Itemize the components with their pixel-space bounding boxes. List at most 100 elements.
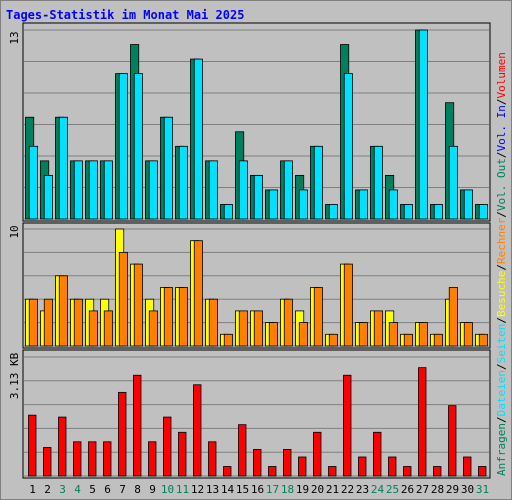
bar-dateien-day-26 xyxy=(403,204,413,220)
x-tick-label-day-26: 26 xyxy=(401,483,414,496)
bar-dateien-day-7 xyxy=(118,73,128,220)
visits-y-max-label: 10 xyxy=(8,225,21,238)
bar-dateien-day-18 xyxy=(283,160,293,220)
bar-volumen-day-2 xyxy=(43,447,52,477)
chart-title: Tages-Statistik im Monat Mai 2025 xyxy=(6,8,244,22)
x-tick-label-day-15: 15 xyxy=(236,483,249,496)
x-tick-label-day-8: 8 xyxy=(134,483,141,496)
x-tick-label-day-22: 22 xyxy=(341,483,354,496)
x-tick-label-day-18: 18 xyxy=(281,483,294,496)
x-tick-label-day-20: 20 xyxy=(311,483,324,496)
bar-rechner-day-11 xyxy=(178,287,188,347)
bar-volumen-day-20 xyxy=(313,431,322,477)
bar-volumen-day-15 xyxy=(238,424,247,477)
legend-item-14: Volumen xyxy=(495,52,508,98)
bar-volumen-day-6 xyxy=(103,441,112,477)
x-tick-label-day-10: 10 xyxy=(161,483,174,496)
bar-rechner-day-2 xyxy=(43,298,53,347)
bar-rechner-day-9 xyxy=(148,310,158,347)
legend-item-6: Besuche xyxy=(495,271,508,317)
legend-item-3: / xyxy=(495,363,508,370)
bar-volumen-day-13 xyxy=(208,441,217,477)
bar-dateien-day-19 xyxy=(298,189,308,220)
x-tick-label-day-19: 19 xyxy=(296,483,309,496)
legend-item-0: Anfragen xyxy=(495,423,508,476)
bar-volumen-day-19 xyxy=(298,456,307,477)
x-tick-label-day-27: 27 xyxy=(416,483,429,496)
bar-dateien-day-21 xyxy=(328,204,338,220)
bar-volumen-day-11 xyxy=(178,431,187,477)
legend-item-1: / xyxy=(495,416,508,423)
x-tick-label-day-2: 2 xyxy=(44,483,51,496)
bar-volumen-day-18 xyxy=(283,448,292,477)
volume-y-max-label: 3.13 KB xyxy=(8,352,21,399)
bar-volumen-day-21 xyxy=(328,466,337,477)
bar-dateien-day-13 xyxy=(208,160,218,220)
bar-rechner-day-6 xyxy=(103,310,113,347)
x-tick-label-day-17: 17 xyxy=(266,483,279,496)
bar-rechner-day-5 xyxy=(88,310,98,347)
legend-item-11: / xyxy=(495,151,508,158)
bar-dateien-day-22 xyxy=(343,73,353,220)
x-tick-label-day-14: 14 xyxy=(221,483,235,496)
bar-volumen-day-8 xyxy=(133,374,142,477)
bar-rechner-day-23 xyxy=(358,322,368,347)
bar-dateien-day-29 xyxy=(448,145,458,220)
bar-volumen-day-31 xyxy=(478,466,487,477)
bar-rechner-day-13 xyxy=(208,298,218,347)
right-legend-text: Anfragen/Dateien/Seiten/Besuche/Rechner/… xyxy=(495,52,508,476)
bar-dateien-day-5 xyxy=(88,160,98,220)
x-tick-label-day-21: 21 xyxy=(326,483,339,496)
bar-rechner-day-14 xyxy=(223,333,233,347)
visits-panel-frame xyxy=(22,222,491,349)
bar-volumen-day-9 xyxy=(148,441,157,477)
legend-item-10: Vol. Out xyxy=(495,158,508,211)
x-tick-label-day-24: 24 xyxy=(371,483,385,496)
hits-y-max-label: 13 xyxy=(8,31,21,44)
legend-item-8: Rechner xyxy=(495,217,508,264)
legend-item-4: Seiten xyxy=(495,324,508,364)
bar-rechner-day-31 xyxy=(478,333,488,347)
bar-volumen-day-25 xyxy=(388,456,397,477)
bar-volumen-day-10 xyxy=(163,416,172,477)
bar-volumen-day-12 xyxy=(193,384,202,477)
bar-dateien-day-15 xyxy=(238,160,248,220)
bar-rechner-day-17 xyxy=(268,322,278,347)
bar-dateien-day-14 xyxy=(223,204,233,220)
bar-volumen-day-30 xyxy=(463,456,472,477)
bar-dateien-day-4 xyxy=(73,160,83,220)
bar-rechner-day-29 xyxy=(448,287,458,347)
x-tick-label-day-25: 25 xyxy=(386,483,399,496)
bar-dateien-day-2 xyxy=(43,174,53,220)
bar-dateien-day-3 xyxy=(58,116,68,220)
bar-rechner-day-8 xyxy=(133,263,143,347)
bar-rechner-day-19 xyxy=(298,322,308,347)
x-tick-label-day-1: 1 xyxy=(29,483,36,496)
bar-dateien-day-16 xyxy=(253,174,263,220)
legend-item-12: Vol. In xyxy=(495,105,508,151)
bar-rechner-day-24 xyxy=(373,310,383,347)
bar-rechner-day-1 xyxy=(28,298,38,347)
bar-volumen-day-7 xyxy=(118,391,127,477)
bar-rechner-day-25 xyxy=(388,322,398,347)
bar-volumen-day-23 xyxy=(358,456,367,477)
x-tick-label-day-12: 12 xyxy=(191,483,204,496)
bar-dateien-day-25 xyxy=(388,189,398,220)
bar-volumen-day-5 xyxy=(88,441,97,477)
bar-dateien-day-1 xyxy=(28,145,38,220)
bar-volumen-day-22 xyxy=(343,374,352,477)
bar-volumen-day-16 xyxy=(253,448,262,477)
bar-rechner-day-30 xyxy=(463,322,473,347)
legend-item-5: / xyxy=(495,317,508,324)
bar-volumen-day-26 xyxy=(403,466,412,477)
x-tick-label-day-9: 9 xyxy=(149,483,156,496)
bar-volumen-day-17 xyxy=(268,466,277,477)
bar-dateien-day-11 xyxy=(178,145,188,220)
x-tick-label-day-11: 11 xyxy=(176,483,189,496)
bar-rechner-day-16 xyxy=(253,310,263,347)
bar-dateien-day-24 xyxy=(373,145,383,220)
bar-dateien-day-6 xyxy=(103,160,113,220)
bar-dateien-day-17 xyxy=(268,189,278,220)
bar-volumen-day-28 xyxy=(433,466,442,477)
